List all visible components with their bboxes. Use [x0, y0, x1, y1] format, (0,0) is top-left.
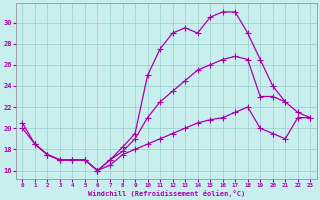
X-axis label: Windchill (Refroidissement éolien,°C): Windchill (Refroidissement éolien,°C): [88, 190, 245, 197]
